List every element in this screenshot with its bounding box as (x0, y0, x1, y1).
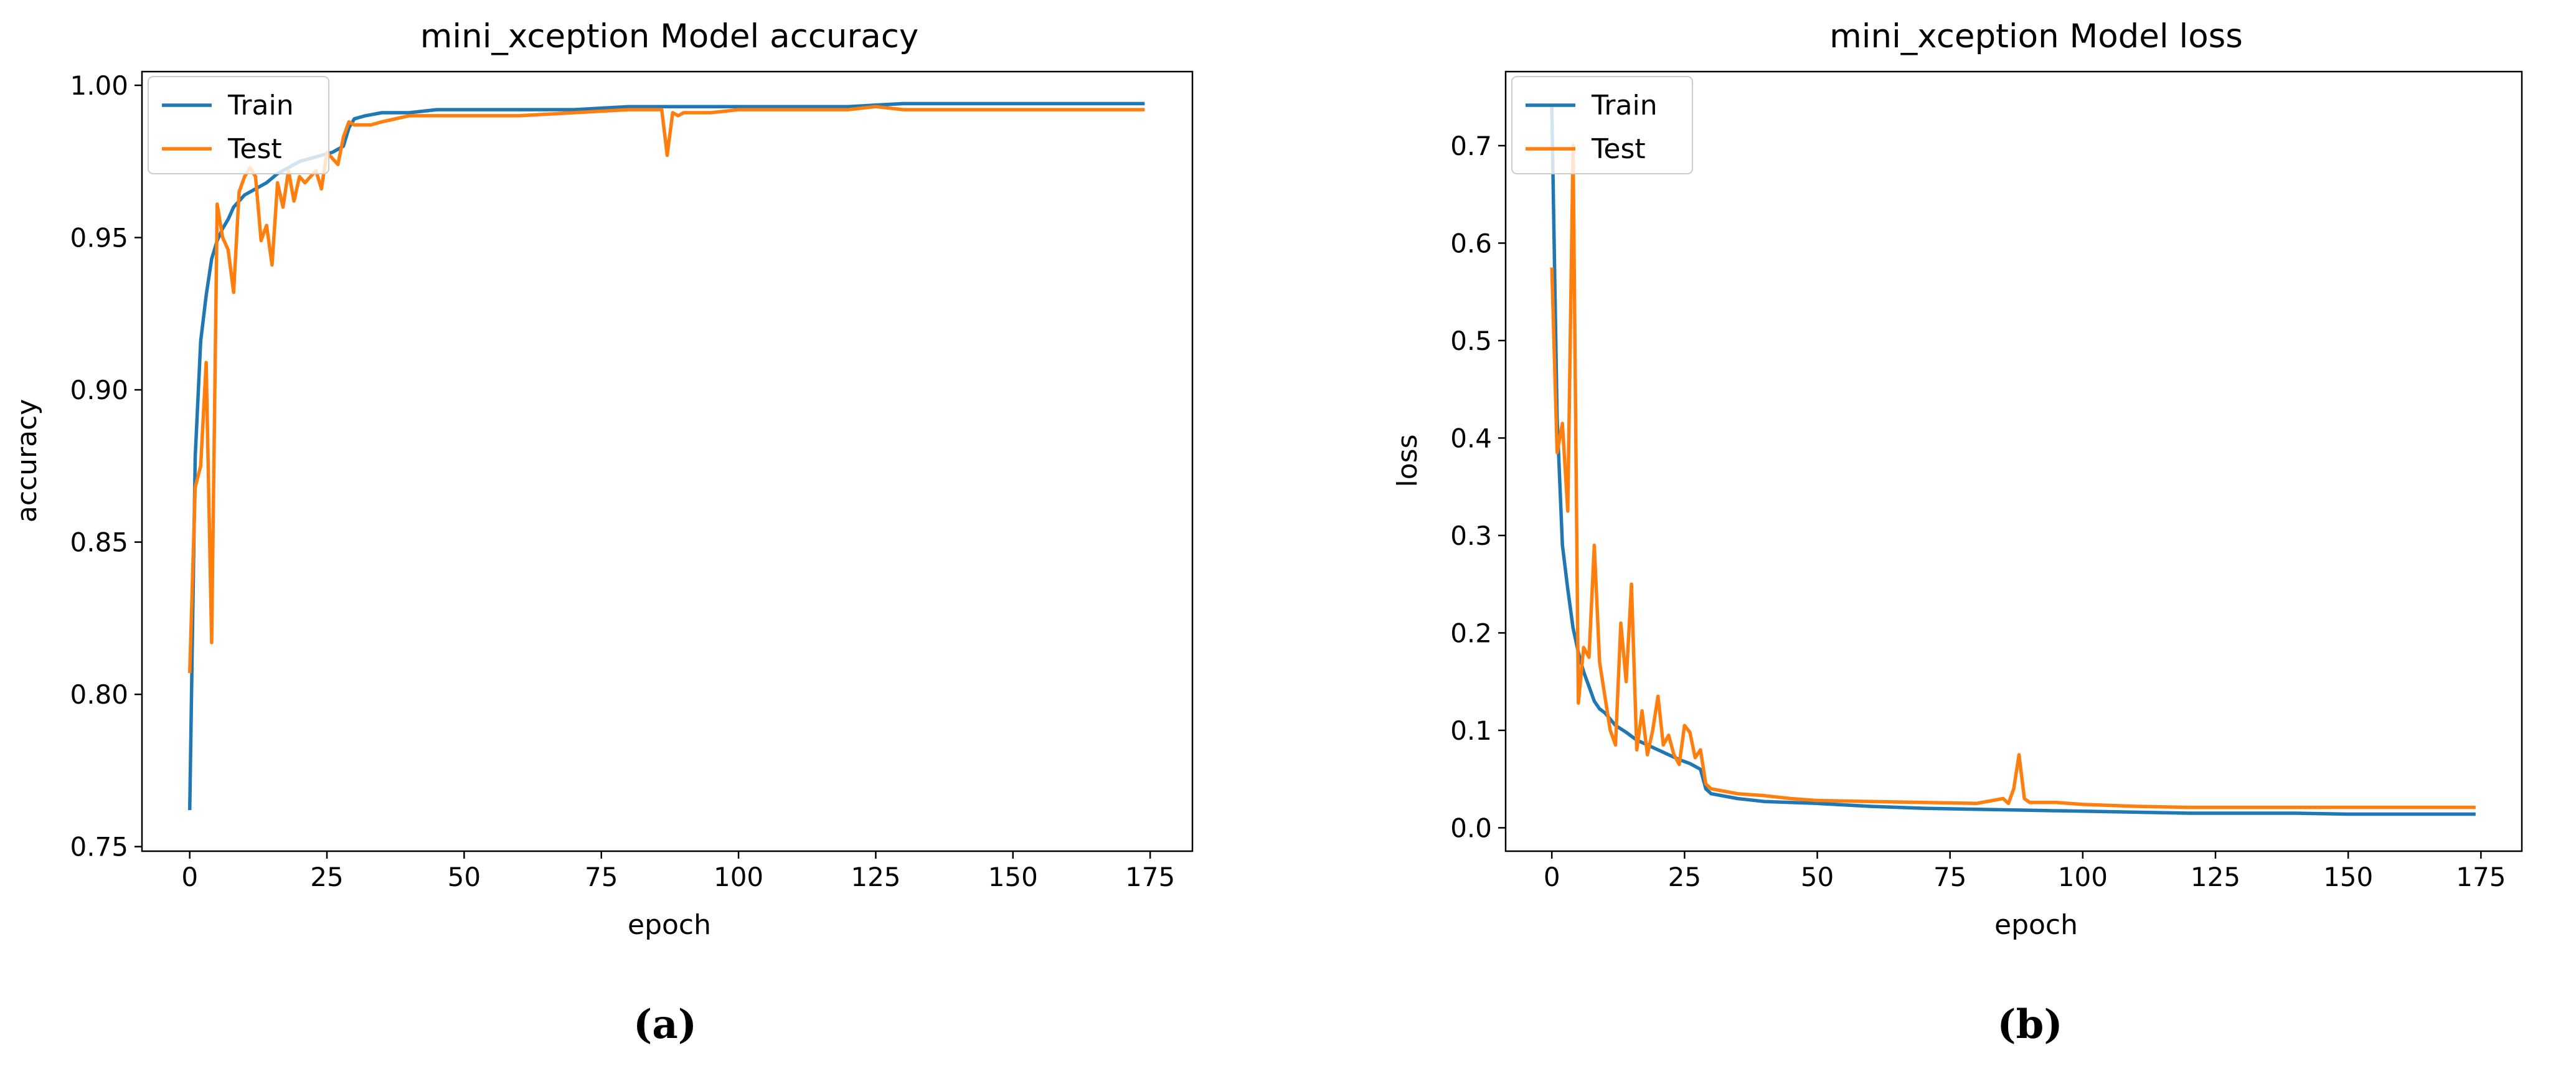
x-tick-label: 125 (851, 862, 900, 892)
x-tick-label: 125 (2191, 862, 2240, 892)
x-tick-label: 0 (181, 862, 198, 892)
plot-frame (1504, 70, 2523, 852)
series-line-test (187, 105, 1145, 673)
legend-label-test: Test (1591, 133, 1646, 165)
y-tick-label: 0.5 (1450, 326, 1492, 356)
loss-chart: mini_xception Model loss loss epoch 0 25 5… (1392, 17, 2523, 941)
y-tick-label: 0.4 (1450, 423, 1492, 453)
y-tick-label: 0.6 (1450, 228, 1492, 258)
series-line-test (1550, 144, 2476, 809)
y-tick-label: 0.0 (1450, 813, 1492, 843)
y-tick-label: 0.2 (1450, 618, 1492, 648)
x-tick-label: 50 (1801, 862, 1834, 892)
x-tick-label: 150 (988, 862, 1038, 892)
y-axis-label: loss (1392, 435, 1423, 488)
x-axis-label: epoch (628, 909, 711, 941)
plot-frame (141, 70, 1194, 852)
y-tick-label: 0.1 (1450, 715, 1492, 746)
y-tick-label: 0.3 (1450, 521, 1492, 551)
y-tick-label: 0.80 (70, 679, 128, 710)
x-tick-label: 150 (2323, 862, 2373, 892)
x-tick-label: 25 (310, 862, 343, 892)
x-tick-label: 175 (2456, 862, 2506, 892)
y-tick-label: 0.90 (70, 375, 128, 405)
chart-title: mini_xception Model accuracy (420, 17, 918, 55)
legend-label-test: Test (227, 133, 282, 165)
x-tick-label: 75 (585, 862, 618, 892)
x-tick-label: 50 (448, 862, 481, 892)
x-tick-label: 100 (714, 862, 763, 892)
x-tick-label: 25 (1668, 862, 1701, 892)
accuracy-chart: mini_xception Model accuracy accuracy ep… (11, 17, 1194, 941)
panel-label-a: (a) (633, 1001, 697, 1048)
series-line-train (1550, 106, 2476, 816)
y-tick-label: 0.85 (70, 527, 128, 558)
x-tick-label: 0 (1544, 862, 1560, 892)
x-tick-label: 100 (2058, 862, 2108, 892)
legend-label-train: Train (1591, 90, 1658, 121)
y-axis-label: accuracy (11, 399, 43, 523)
x-tick-label: 175 (1125, 862, 1175, 892)
y-tick-label: 0.75 (70, 832, 128, 862)
x-tick-label: 75 (1933, 862, 1966, 892)
x-axis-label: epoch (1994, 909, 2078, 941)
legend-label-train: Train (227, 90, 294, 121)
series-line-train (187, 101, 1145, 811)
y-tick-label: 0.95 (70, 223, 128, 253)
chart-title: mini_xception Model loss (1829, 17, 2243, 55)
y-tick-label: 0.7 (1450, 131, 1492, 161)
y-tick-label: 1.00 (70, 70, 128, 101)
panel-label-b: (b) (1997, 1001, 2062, 1048)
